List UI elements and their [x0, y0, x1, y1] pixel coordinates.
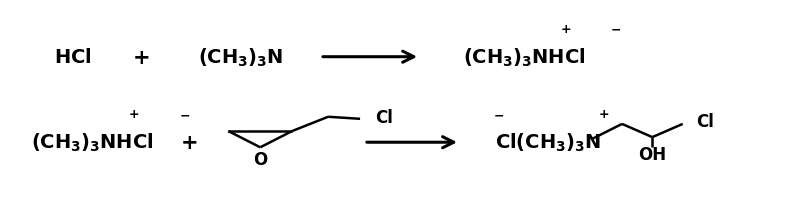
Text: O: O — [253, 150, 267, 168]
Text: $\mathbf{-}$: $\mathbf{-}$ — [610, 23, 621, 35]
Text: $\mathbf{+}$: $\mathbf{+}$ — [132, 48, 149, 67]
Text: OH: OH — [638, 146, 666, 164]
Text: Cl: Cl — [696, 112, 714, 130]
Text: Cl: Cl — [375, 108, 393, 126]
Text: $\mathbf{-}$: $\mathbf{-}$ — [493, 108, 504, 121]
Text: $\mathbf{+}$: $\mathbf{+}$ — [180, 133, 197, 152]
Text: $\mathbf{+}$: $\mathbf{+}$ — [129, 108, 140, 121]
Text: $\mathbf{-}$: $\mathbf{-}$ — [179, 108, 190, 121]
Text: $\mathbf{HCl}$: $\mathbf{HCl}$ — [54, 48, 91, 67]
Text: $\mathbf{(CH_3)_3NHCl}$: $\mathbf{(CH_3)_3NHCl}$ — [31, 131, 154, 154]
Text: $\mathbf{(CH_3)_3N}$: $\mathbf{(CH_3)_3N}$ — [198, 46, 283, 69]
Text: $\mathbf{+}$: $\mathbf{+}$ — [598, 108, 610, 121]
Text: $\mathbf{+}$: $\mathbf{+}$ — [560, 23, 571, 35]
Text: $\mathbf{Cl(CH_3)_3N}$: $\mathbf{Cl(CH_3)_3N}$ — [494, 131, 601, 154]
Text: $\mathbf{(CH_3)_3NHCl}$: $\mathbf{(CH_3)_3NHCl}$ — [462, 46, 585, 69]
